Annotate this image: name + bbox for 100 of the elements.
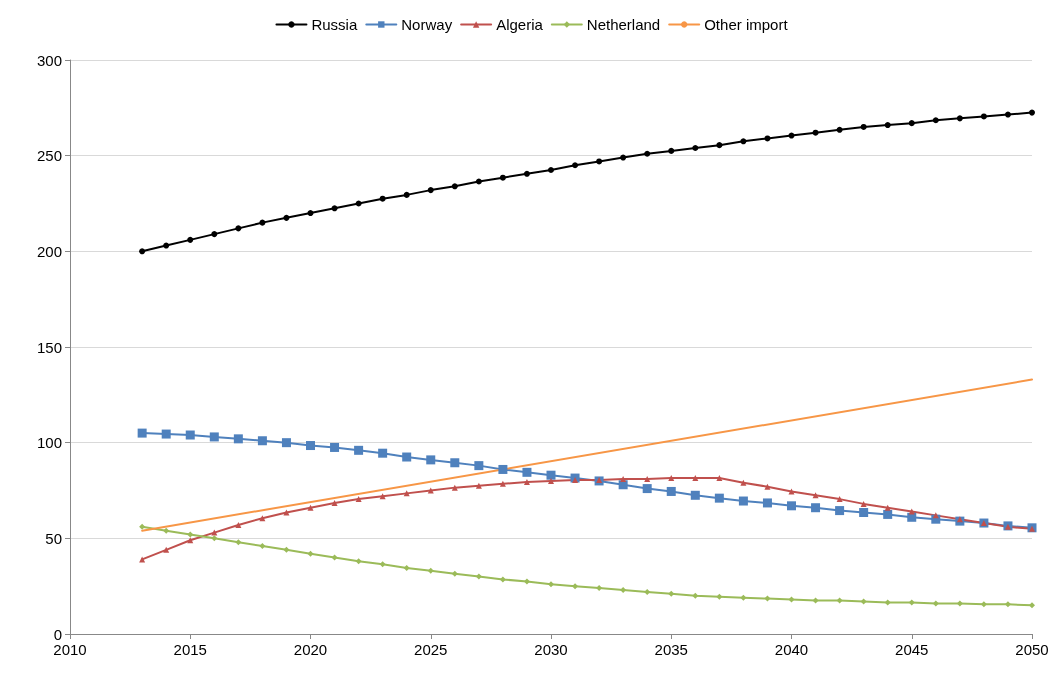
point	[956, 600, 963, 607]
point	[788, 596, 795, 603]
point	[475, 178, 482, 185]
point	[211, 535, 218, 542]
point	[1004, 111, 1011, 118]
point	[187, 531, 194, 538]
point	[259, 219, 266, 226]
point	[523, 170, 530, 177]
point	[355, 558, 362, 565]
point	[812, 597, 819, 604]
point	[883, 509, 893, 519]
point	[980, 601, 987, 608]
point	[860, 598, 867, 605]
point	[307, 210, 314, 217]
point	[572, 162, 579, 169]
point	[403, 191, 410, 198]
y-tick-label: 100	[36, 434, 62, 452]
point	[764, 135, 771, 142]
point	[932, 600, 939, 607]
point	[137, 428, 147, 438]
point	[331, 554, 338, 561]
point	[811, 503, 821, 513]
x-tick-label: 2015	[173, 641, 207, 658]
point	[740, 594, 747, 601]
point	[307, 504, 314, 511]
point	[307, 550, 314, 557]
point	[884, 504, 891, 511]
point	[499, 576, 506, 583]
point	[451, 484, 458, 491]
point	[257, 436, 267, 446]
point	[1029, 602, 1035, 609]
point	[548, 477, 554, 484]
point	[354, 445, 364, 455]
point	[980, 113, 987, 120]
point	[860, 123, 867, 130]
point	[716, 593, 723, 600]
point	[235, 539, 242, 546]
legend-label: Russia	[311, 16, 358, 33]
point	[836, 126, 843, 133]
point	[908, 599, 915, 606]
x-tick-label: 2040	[774, 641, 809, 658]
point	[546, 470, 556, 480]
legend-label: Algeria	[496, 16, 544, 33]
legend-label: Netherland	[586, 16, 661, 33]
point	[692, 592, 699, 599]
point	[788, 132, 795, 139]
x-tick-label: 2030	[534, 641, 568, 658]
point	[355, 496, 362, 503]
point	[764, 595, 771, 602]
point	[498, 464, 508, 474]
point	[330, 442, 340, 452]
y-tick-label: 300	[36, 51, 62, 69]
point	[860, 500, 867, 507]
point	[668, 590, 675, 597]
point	[283, 214, 290, 221]
point	[211, 231, 218, 238]
point	[620, 476, 627, 483]
point	[211, 529, 218, 536]
point	[884, 599, 891, 606]
point	[692, 475, 699, 482]
point	[185, 430, 195, 440]
point	[714, 493, 724, 503]
point	[355, 200, 362, 207]
point	[426, 455, 436, 465]
x-tick-label: 2045	[895, 641, 929, 658]
point	[1004, 601, 1011, 608]
point	[836, 496, 843, 503]
point	[932, 117, 939, 124]
point	[281, 438, 291, 448]
y-tick-label: 150	[36, 338, 62, 356]
legend-label: Norway	[401, 16, 453, 33]
point	[283, 546, 290, 553]
point	[523, 478, 530, 485]
point	[908, 508, 915, 515]
point	[306, 441, 315, 451]
point	[884, 122, 891, 129]
point	[642, 484, 652, 494]
point	[331, 499, 338, 506]
point	[812, 492, 819, 499]
point	[738, 496, 748, 506]
point	[716, 142, 723, 149]
x-tick-label: 2035	[654, 641, 688, 658]
point	[666, 486, 676, 496]
point	[740, 138, 747, 145]
x-tick-label: 2025	[414, 641, 448, 658]
point	[379, 195, 386, 202]
x-tick-label: 2010	[53, 641, 87, 658]
point	[859, 508, 869, 517]
y-tick-label: 250	[36, 147, 62, 165]
point	[427, 487, 434, 494]
point	[690, 490, 700, 500]
y-tick-label: 50	[45, 529, 62, 547]
point	[259, 542, 266, 549]
point	[378, 448, 388, 458]
point	[259, 515, 266, 522]
point	[692, 145, 699, 152]
point	[427, 567, 434, 574]
point	[644, 588, 651, 595]
point	[163, 546, 170, 553]
point	[427, 187, 434, 194]
